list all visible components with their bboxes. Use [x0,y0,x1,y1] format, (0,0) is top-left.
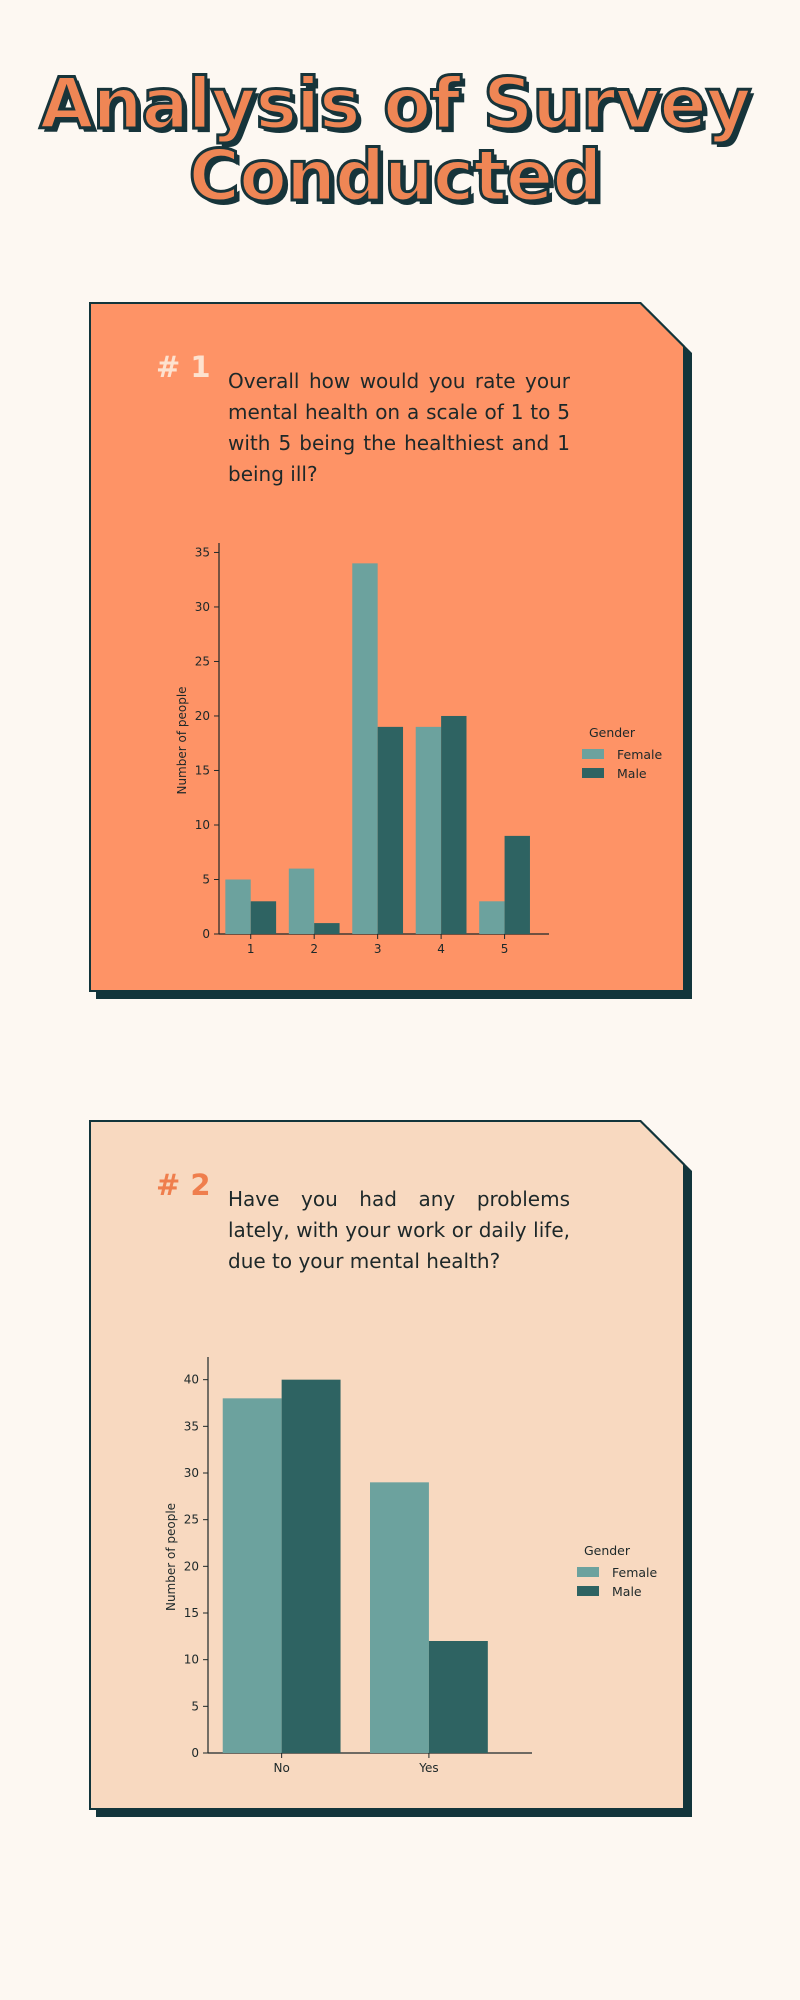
y-tick-label: 20 [184,1559,199,1573]
y-tick-label: 0 [202,927,210,941]
bar-female-5 [479,901,505,934]
y-tick-label: 10 [184,1653,199,1667]
question-number: # 2 [156,1168,211,1202]
survey-card-1: # 1 Overall how would you rate your ment… [89,302,692,999]
legend-title: Gender [589,725,636,740]
card-face [89,302,685,992]
x-tick-label: 1 [247,942,255,956]
page-title: Analysis of Survey Conducted [0,63,790,217]
work-problems-chart: 0 5 10 15 20 25 30 35 40 No Yes Number of people Gen… [164,1357,658,1775]
y-tick-label: 20 [195,709,210,723]
bar-male-1 [250,901,277,934]
x-tick-label: 3 [374,942,382,956]
y-tick-label: 30 [195,600,210,614]
y-tick-label: 5 [202,872,210,886]
y-tick-label: 0 [191,1746,199,1760]
x-tick-label: 2 [310,942,318,956]
bar-female-3 [352,563,378,934]
x-tick-label: Yes [418,1761,438,1775]
y-tick-label: 25 [184,1513,199,1527]
legend-title: Gender [584,1543,631,1558]
bar-female-1 [225,879,251,934]
question-number: # 1 [156,350,211,384]
legend-label-female: Female [617,747,663,762]
legend-swatch-female [582,749,604,759]
question-text: Overall how would you rate your mental h… [228,369,570,486]
y-tick-label: 15 [195,763,210,777]
legend-label-female: Female [612,1565,658,1580]
y-axis-label: Number of people [175,686,189,794]
y-tick-label: 10 [195,818,210,832]
bar-male-4 [441,715,467,934]
bar-female-no [222,1398,282,1753]
x-tick-label: No [273,1761,289,1775]
bar-female-yes [370,1482,429,1753]
survey-card-2: # 2 Have you had any problems lately, wi… [89,1120,692,1817]
bar-male-5 [504,835,530,934]
y-tick-label: 25 [195,654,210,668]
y-axis-label: Number of people [164,1503,178,1611]
y-tick-label: 35 [184,1419,199,1433]
bar-female-2 [288,868,315,934]
legend-swatch-male [577,1586,599,1596]
mental-health-rating-chart: 0 5 10 15 20 25 30 35 1 2 3 4 5 Number of people Gende… [175,543,663,956]
bar-male-no [281,1379,341,1753]
y-tick-label: 5 [191,1699,199,1713]
legend-label-male: Male [617,766,647,781]
legend-swatch-male [582,768,604,778]
y-tick-label: 40 [184,1373,199,1387]
y-tick-label: 15 [184,1606,199,1620]
y-tick-label: 35 [195,545,210,559]
legend-swatch-female [577,1567,599,1577]
legend-label-male: Male [612,1584,642,1599]
question-text: Have you had any problems lately, with y… [228,1187,570,1273]
bar-male-3 [377,726,404,934]
x-tick-label: 4 [437,942,445,956]
bar-male-2 [314,923,340,934]
bar-female-4 [415,726,442,934]
x-tick-label: 5 [501,942,509,956]
page-title-line-1: Analysis of Survey [38,63,753,145]
bar-male-yes [428,1641,488,1753]
page-title-line-2: Conducted [187,135,604,217]
y-tick-label: 30 [184,1466,199,1480]
